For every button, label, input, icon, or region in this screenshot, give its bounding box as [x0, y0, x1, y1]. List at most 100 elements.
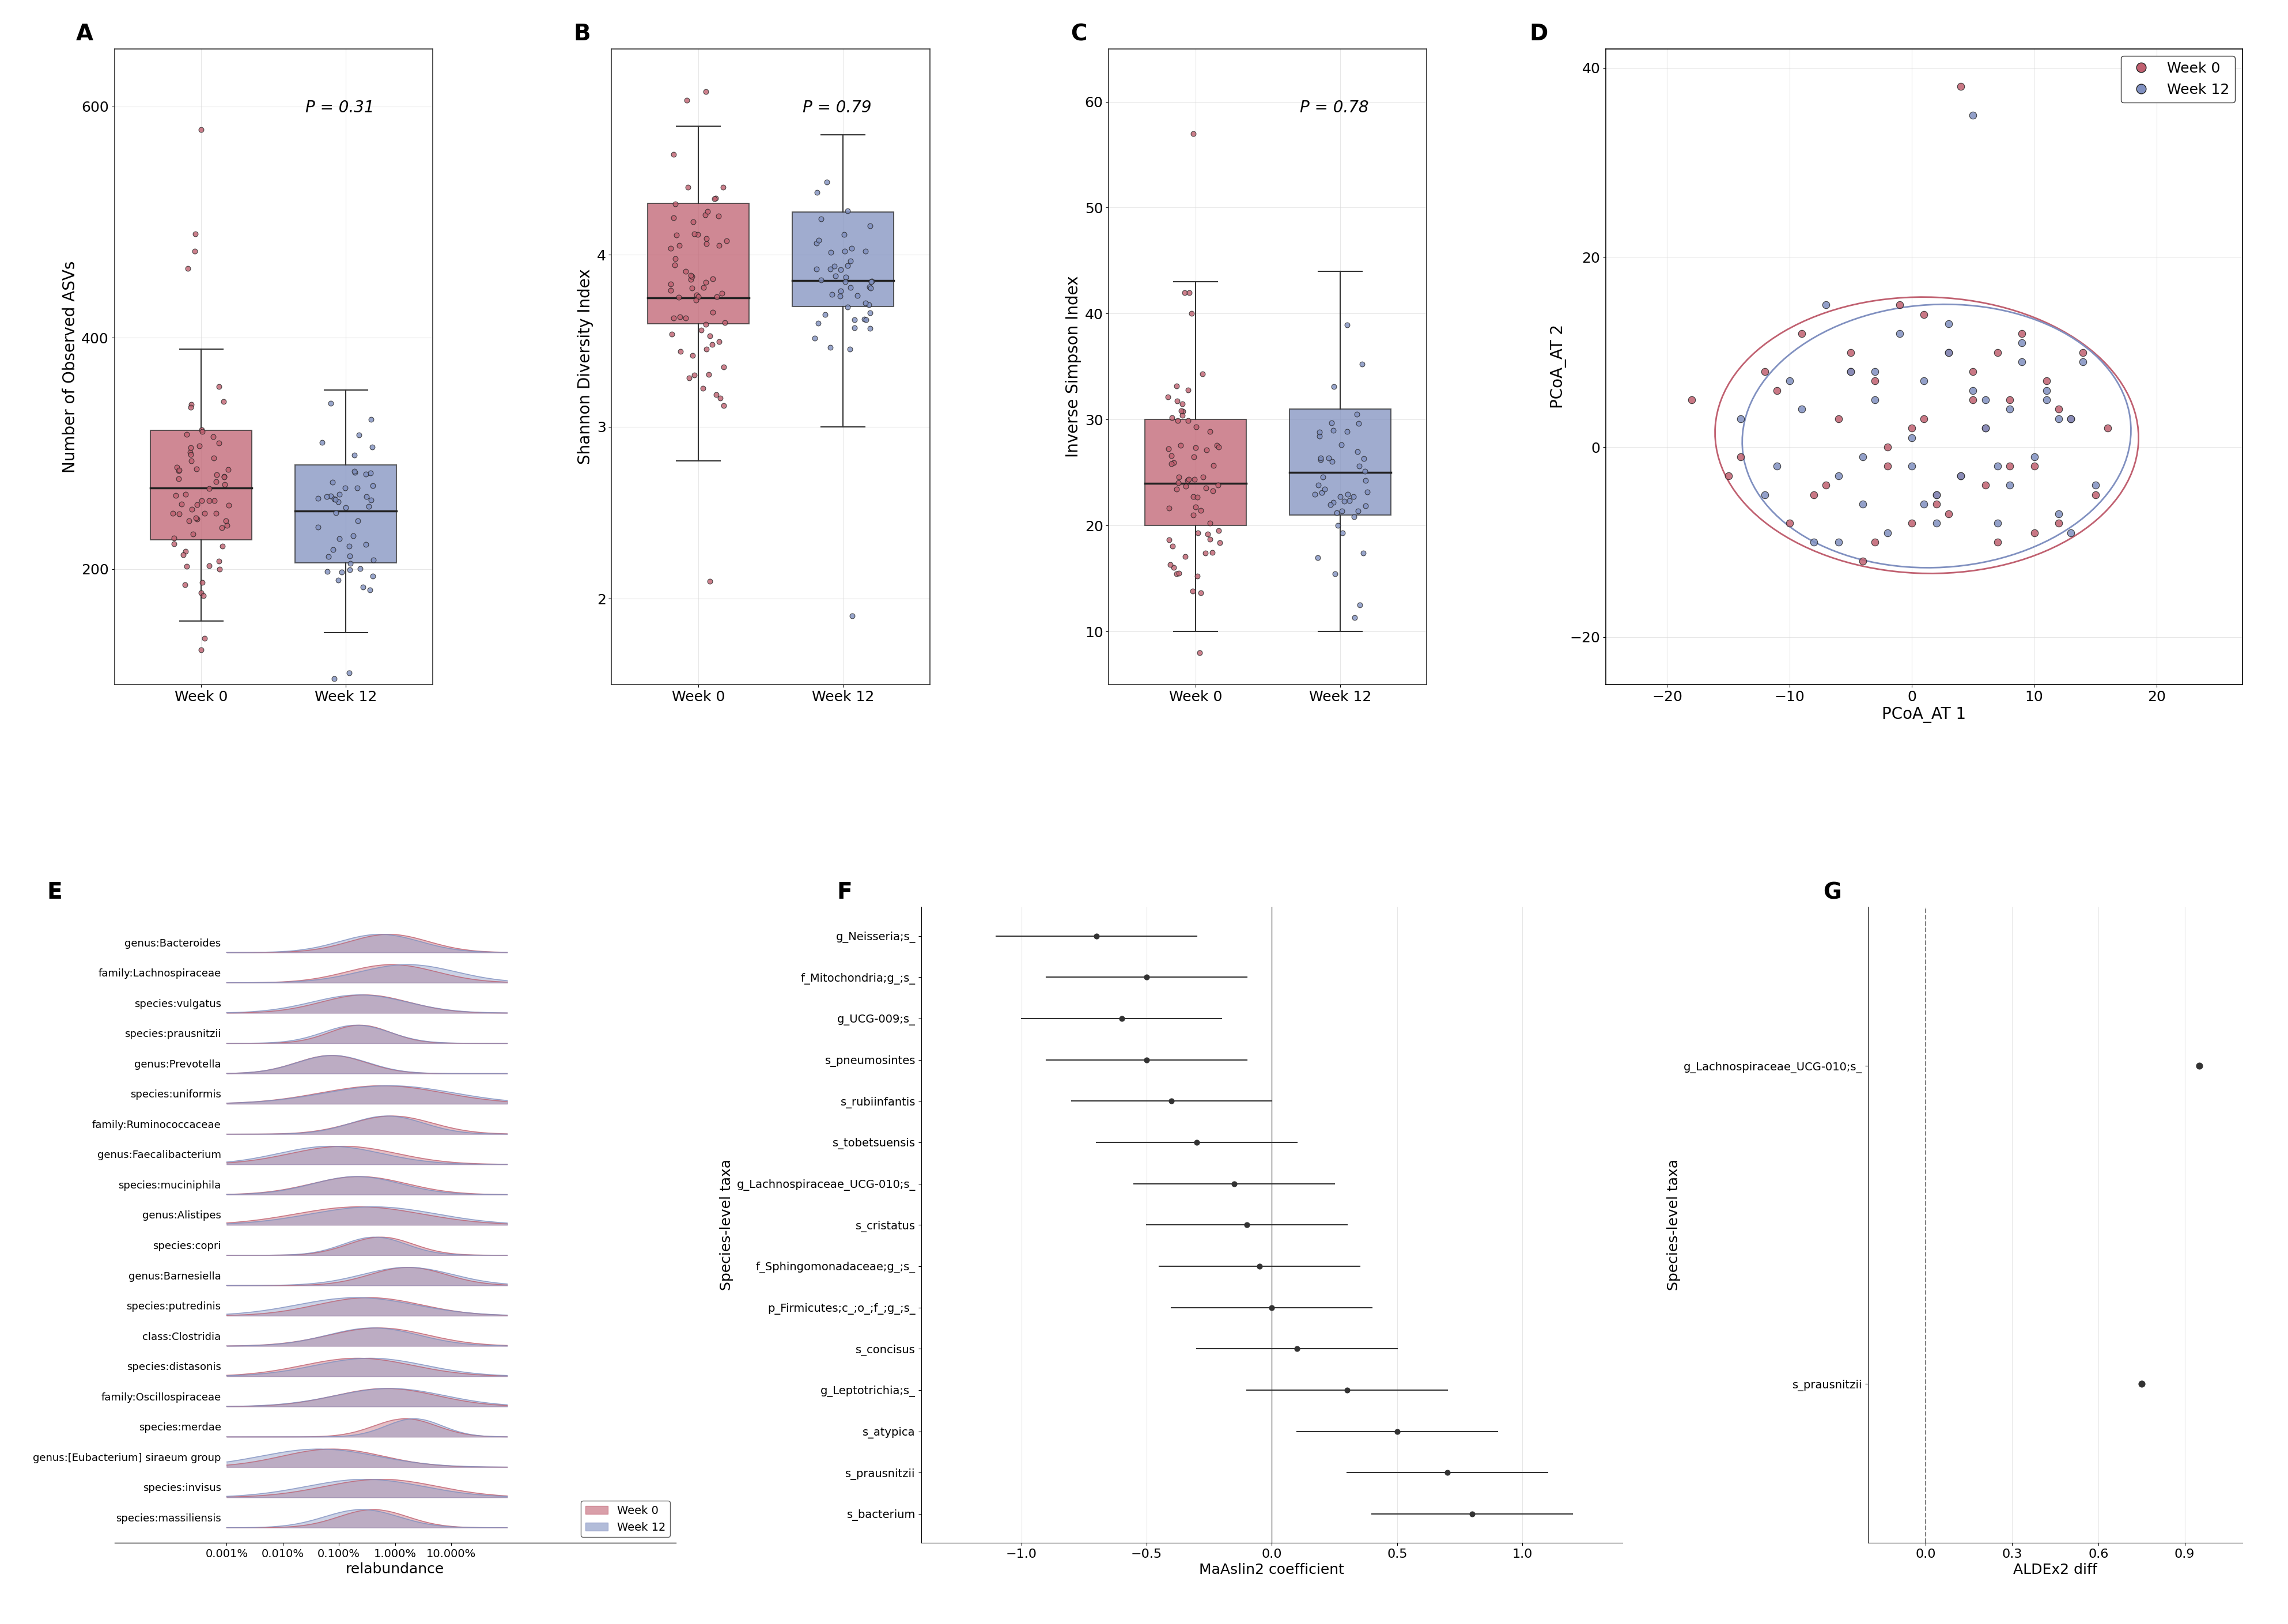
Legend: Week 0, Week 12: Week 0, Week 12 — [581, 1501, 670, 1538]
Point — [661, 284, 698, 310]
Text: F: F — [837, 882, 851, 903]
Point — [348, 461, 384, 487]
Point — [309, 484, 345, 510]
Point — [1316, 374, 1352, 400]
Point — [1341, 411, 1377, 437]
Y-axis label: PCoA_AT 2: PCoA_AT 2 — [1551, 325, 1567, 409]
Point — [657, 245, 693, 271]
Point — [1178, 1129, 1215, 1155]
Text: genus:Prevotella: genus:Prevotella — [135, 1059, 222, 1070]
Point — [1155, 555, 1192, 581]
Text: species:uniformis: species:uniformis — [130, 1090, 222, 1099]
Week 0 — [1906, 302, 1943, 328]
Point — [1192, 526, 1229, 552]
Week 0 — [1917, 490, 1954, 516]
Point — [1322, 484, 1359, 510]
Point — [178, 505, 215, 531]
Week 0 — [1906, 406, 1943, 432]
Text: P = 0.31: P = 0.31 — [304, 99, 375, 115]
Point — [1254, 1294, 1290, 1320]
Point — [799, 231, 835, 257]
Legend: Week 0, Week 12: Week 0, Week 12 — [2121, 55, 2235, 102]
Week 12 — [2004, 349, 2041, 375]
Week 12 — [2004, 330, 2041, 356]
Point — [682, 317, 718, 343]
Point — [1165, 403, 1201, 429]
Point — [1160, 469, 1197, 495]
Point — [1430, 1460, 1467, 1486]
Point — [336, 460, 373, 486]
Point — [323, 559, 359, 585]
Point — [698, 284, 734, 310]
Point — [698, 185, 734, 211]
Point — [178, 505, 215, 531]
Week 0 — [1968, 473, 2004, 499]
Point — [851, 213, 888, 239]
Point — [318, 500, 355, 526]
Point — [197, 469, 233, 495]
Point — [796, 325, 833, 351]
Point — [1192, 510, 1229, 536]
Week 12 — [1782, 396, 1819, 422]
Week 0 — [1858, 369, 1894, 395]
Point — [1078, 922, 1114, 948]
Point — [1348, 458, 1384, 484]
Point — [1155, 450, 1192, 476]
Week 12 — [1858, 359, 1894, 385]
Point — [190, 487, 227, 513]
Point — [313, 469, 350, 495]
Point — [206, 464, 243, 490]
Point — [700, 203, 737, 229]
Point — [828, 265, 865, 291]
Point — [309, 559, 345, 585]
Week 12 — [1979, 510, 2016, 536]
Point — [208, 512, 245, 538]
Point — [670, 174, 707, 200]
Point — [318, 487, 355, 513]
Point — [853, 268, 890, 294]
Point — [206, 388, 243, 414]
Point — [1194, 477, 1231, 503]
Point — [183, 117, 220, 143]
Point — [341, 508, 378, 534]
Text: family:Lachnospiraceae: family:Lachnospiraceae — [98, 968, 222, 979]
Point — [1160, 560, 1197, 586]
Point — [174, 448, 210, 474]
Point — [821, 283, 858, 309]
Point — [176, 239, 213, 265]
Point — [176, 221, 213, 247]
Point — [812, 240, 849, 266]
Text: species:putredinis: species:putredinis — [126, 1301, 222, 1312]
Point — [1348, 468, 1384, 494]
Point — [826, 239, 863, 265]
Point — [345, 575, 382, 601]
FancyBboxPatch shape — [648, 203, 748, 323]
Point — [1332, 487, 1368, 513]
Point — [673, 274, 709, 300]
Week 12 — [1943, 463, 1979, 489]
Week 12 — [1819, 463, 1856, 489]
Point — [1176, 502, 1213, 528]
Point — [1151, 495, 1187, 521]
Point — [673, 261, 709, 287]
Point — [1327, 489, 1364, 515]
Point — [167, 481, 204, 507]
Text: genus:Bacteroides: genus:Bacteroides — [124, 939, 222, 948]
Point — [355, 434, 391, 460]
Point — [1316, 489, 1352, 515]
Point — [1187, 474, 1224, 500]
Point — [1165, 391, 1201, 417]
Week 0 — [1833, 359, 1869, 385]
Point — [1336, 604, 1373, 630]
Point — [675, 343, 712, 369]
Point — [316, 536, 352, 562]
Point — [847, 239, 883, 265]
Point — [169, 421, 206, 447]
Point — [350, 494, 387, 520]
Point — [1176, 443, 1213, 469]
Week 12 — [1954, 102, 1991, 128]
Point — [1313, 492, 1350, 518]
Point — [313, 390, 350, 416]
Point — [826, 268, 863, 294]
Point — [355, 547, 391, 573]
